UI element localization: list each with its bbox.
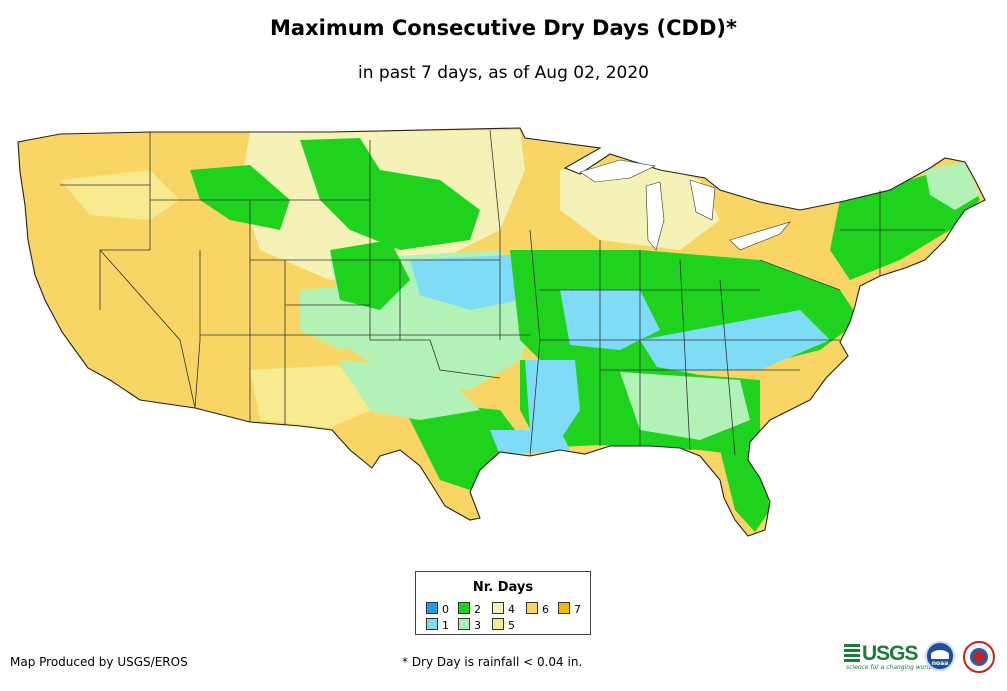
legend-swatch <box>492 602 504 614</box>
usgs-wordmark: USGS <box>862 642 919 665</box>
legend-swatch <box>458 618 470 630</box>
legend-label: 0 <box>442 603 449 616</box>
legend-title: Nr. Days <box>472 580 534 595</box>
lake-huron <box>689 179 716 221</box>
legend-label: 5 <box>508 619 515 632</box>
legend-swatch <box>558 602 570 614</box>
legend-label: 1 <box>442 619 449 632</box>
lake-erie <box>729 221 791 251</box>
region-dakotas-green <box>300 138 480 250</box>
legend-label: 7 <box>574 603 581 616</box>
noaa-bird-icon <box>931 650 949 659</box>
dry-days-map <box>17 127 986 537</box>
state-boundaries <box>60 129 945 457</box>
legend-item: 7 <box>558 602 581 616</box>
legend-label: 2 <box>474 603 481 616</box>
legend-item: 2 <box>458 602 481 616</box>
legend-label: 6 <box>542 603 549 616</box>
region-lower-mississippi-cyan <box>525 360 580 440</box>
region-great-lakes-light <box>560 160 720 250</box>
legend-label: 4 <box>508 603 515 616</box>
usgs-wave-icon <box>844 644 860 662</box>
region-texas-mint <box>340 360 480 420</box>
legend-item: 4 <box>492 602 515 616</box>
legend-item: 1 <box>426 618 449 632</box>
region-southwest-light <box>250 365 370 428</box>
map-title: Maximum Consecutive Dry Days (CDD)* <box>270 16 737 40</box>
region-southeast-mint <box>620 372 750 440</box>
noaa-logo: noaa <box>925 641 955 671</box>
legend-swatch <box>426 618 438 630</box>
map-credit: Map Produced by USGS/EROS <box>10 655 188 669</box>
dry-day-footnote: * Dry Day is rainfall < 0.04 in. <box>402 655 583 669</box>
legend-item: 6 <box>526 602 549 616</box>
legend-item: 3 <box>458 618 481 632</box>
legend: Nr. Days 0 1 2 3 4 5 6 7 <box>415 571 591 635</box>
region-gulf-coast-cyan <box>490 430 570 455</box>
map-subtitle: in past 7 days, as of Aug 02, 2020 <box>358 63 649 83</box>
region-rockies-green <box>190 165 290 230</box>
usgs-logo: USGS <box>844 642 919 668</box>
region-mid-atlantic-cyan <box>640 310 830 372</box>
region-ohio-valley-cyan <box>560 290 660 350</box>
region-kansas-cyan <box>410 255 520 310</box>
noaa-wordmark: noaa <box>931 660 949 667</box>
legend-label: 3 <box>474 619 481 632</box>
legend-item: 5 <box>492 618 515 632</box>
usgs-tagline: science for a changing world <box>846 664 933 671</box>
legend-item: 0 <box>426 602 449 616</box>
nws-seal-icon <box>963 641 995 673</box>
legend-swatch <box>458 602 470 614</box>
region-maine-mint <box>925 162 980 210</box>
lake-michigan <box>645 181 665 251</box>
region-texas-green <box>400 400 530 490</box>
legend-swatch <box>526 602 538 614</box>
lake-superior <box>579 159 656 183</box>
legend-swatch <box>426 602 438 614</box>
legend-swatch <box>492 618 504 630</box>
map-data-layer <box>18 128 985 536</box>
